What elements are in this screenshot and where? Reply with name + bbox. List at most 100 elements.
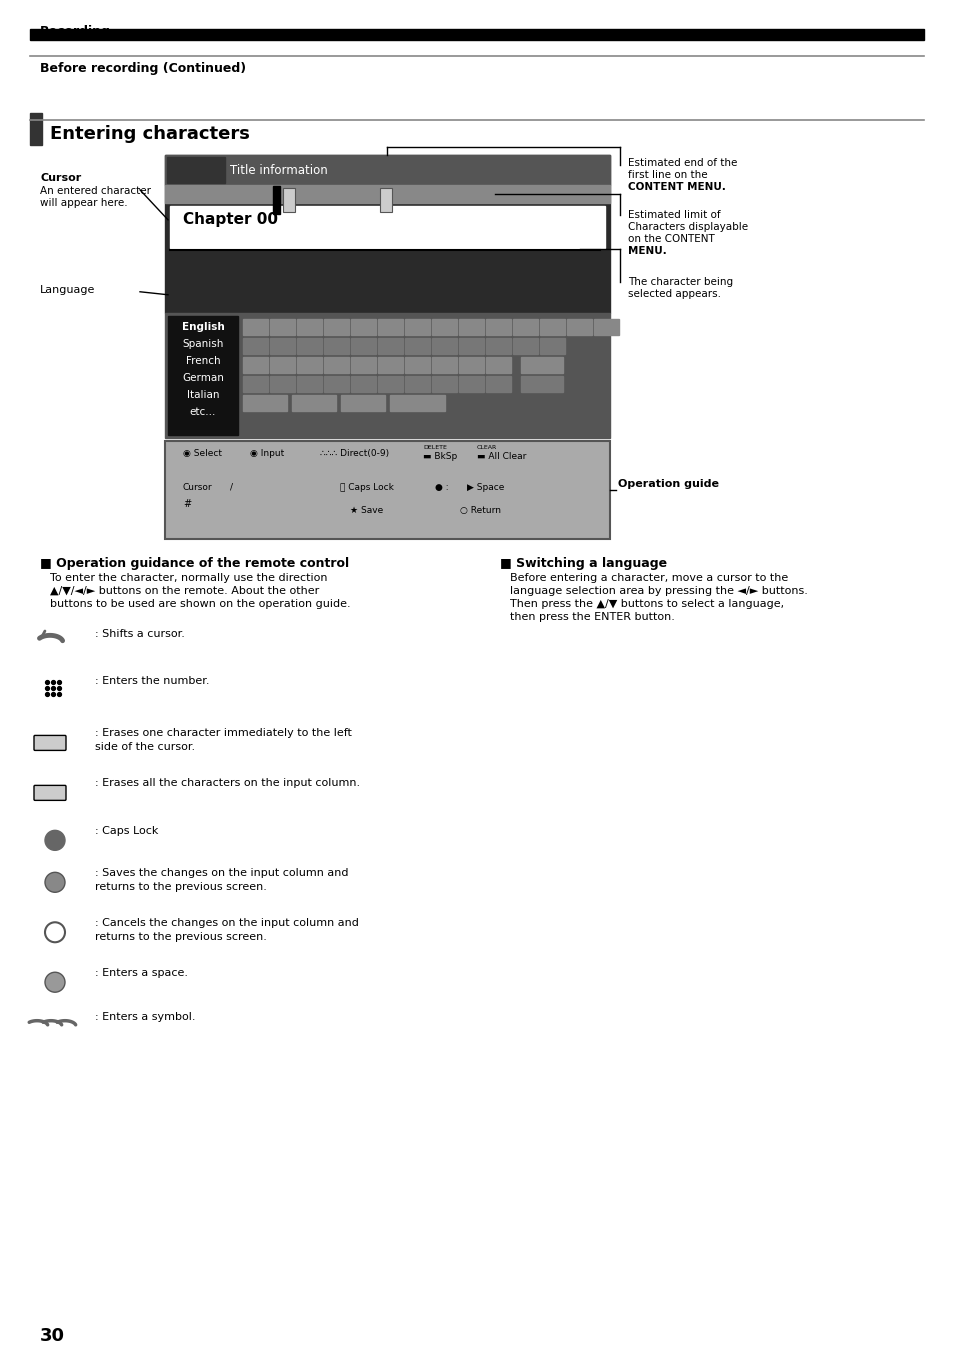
Bar <box>513 319 537 335</box>
Text: ⏸ Caps Lock: ⏸ Caps Lock <box>339 482 394 491</box>
Circle shape <box>45 872 65 892</box>
Text: Title information: Title information <box>230 163 328 177</box>
Text: : Saves the changes on the input column and: : Saves the changes on the input column … <box>95 868 348 879</box>
Text: -: - <box>523 321 526 329</box>
Text: DELETE: DELETE <box>38 738 62 744</box>
Bar <box>432 338 456 354</box>
Circle shape <box>45 830 65 850</box>
Bar <box>324 319 349 335</box>
Text: o: o <box>468 340 473 348</box>
Text: :: : <box>497 359 498 367</box>
Text: x: x <box>279 378 284 386</box>
Bar <box>539 319 564 335</box>
Bar <box>165 155 609 185</box>
Text: Operation guide: Operation guide <box>618 479 719 489</box>
Bar <box>292 394 335 410</box>
Text: \: \ <box>577 321 579 329</box>
Text: u: u <box>414 340 419 348</box>
Bar <box>458 375 483 391</box>
Bar <box>167 157 225 182</box>
Text: i: i <box>442 340 445 348</box>
Bar <box>296 319 322 335</box>
Bar <box>594 319 618 335</box>
Bar <box>485 375 511 391</box>
Text: ▶ Space: ▶ Space <box>467 482 504 491</box>
Text: /: / <box>497 378 499 386</box>
Text: CLEAR: CLEAR <box>40 788 60 794</box>
Bar <box>283 188 294 212</box>
Circle shape <box>45 922 65 942</box>
Text: v: v <box>334 378 338 386</box>
Bar <box>377 319 402 335</box>
Text: ○ Return: ○ Return <box>459 506 500 514</box>
FancyBboxPatch shape <box>34 736 66 751</box>
Bar <box>30 113 42 144</box>
Text: ● :: ● : <box>435 482 448 491</box>
Bar <box>168 316 237 435</box>
Bar <box>458 319 483 335</box>
Text: 2: 2 <box>279 321 284 329</box>
Text: French: French <box>186 355 220 366</box>
Text: : Caps Lock: : Caps Lock <box>95 826 158 837</box>
Text: will appear here.: will appear here. <box>40 198 128 208</box>
Text: t: t <box>361 340 364 348</box>
Text: 30: 30 <box>40 1327 65 1345</box>
Circle shape <box>45 972 65 992</box>
Text: Cursor: Cursor <box>40 173 81 182</box>
Bar <box>405 319 430 335</box>
Bar <box>30 28 923 40</box>
Bar <box>520 356 562 373</box>
Bar <box>458 356 483 373</box>
Text: ★: ★ <box>51 879 59 888</box>
Text: An entered character: An entered character <box>40 186 151 196</box>
Text: CLEAR: CLEAR <box>476 444 497 450</box>
Bar <box>324 375 349 391</box>
Text: 9: 9 <box>468 321 473 329</box>
Text: then press the ENTER button.: then press the ENTER button. <box>510 612 674 621</box>
Bar <box>566 319 592 335</box>
Text: Before recording (Continued): Before recording (Continued) <box>40 62 246 76</box>
Text: English: English <box>181 321 224 332</box>
Bar <box>270 356 294 373</box>
Text: Delete: Delete <box>528 378 556 386</box>
Text: buttons to be used are shown on the operation guide.: buttons to be used are shown on the oper… <box>50 598 351 609</box>
Bar <box>270 319 294 335</box>
Bar <box>243 319 268 335</box>
Text: BkSp: BkSp <box>531 359 552 367</box>
Bar <box>513 338 537 354</box>
Text: CONTENT: CONTENT <box>170 157 211 166</box>
Text: : Shifts a cursor.: : Shifts a cursor. <box>95 629 185 639</box>
Bar <box>165 185 609 202</box>
Text: returns to the previous screen.: returns to the previous screen. <box>95 883 267 892</box>
Text: k: k <box>441 359 446 367</box>
Text: g: g <box>360 359 365 367</box>
Text: ★ Save: ★ Save <box>350 506 383 514</box>
Text: Space: Space <box>252 397 277 406</box>
Text: ∴∴∴ Direct(0-9): ∴∴∴ Direct(0-9) <box>319 448 389 458</box>
Bar <box>165 440 609 539</box>
Bar <box>405 356 430 373</box>
Text: ■ Switching a language: ■ Switching a language <box>499 556 666 570</box>
Text: MENU.: MENU. <box>627 246 666 255</box>
Bar <box>351 356 375 373</box>
Text: Italian: Italian <box>187 390 219 400</box>
Bar <box>243 394 287 410</box>
Bar <box>270 338 294 354</box>
Text: ▬ BkSp: ▬ BkSp <box>422 452 456 460</box>
Text: a: a <box>253 359 257 367</box>
Text: [: [ <box>523 340 526 348</box>
Text: p: p <box>495 340 500 348</box>
Text: : Erases one character immediately to the left: : Erases one character immediately to th… <box>95 729 352 738</box>
Text: German: German <box>182 373 224 382</box>
Text: Clear All: Clear All <box>399 397 435 406</box>
Bar <box>485 319 511 335</box>
Text: Language: Language <box>40 285 95 294</box>
Bar <box>165 313 609 437</box>
Bar <box>405 375 430 391</box>
Text: Estimated limit of: Estimated limit of <box>627 209 720 220</box>
Text: Entering characters: Entering characters <box>50 126 250 143</box>
Bar <box>351 319 375 335</box>
Bar <box>485 356 511 373</box>
Bar <box>432 319 456 335</box>
Text: The character being: The character being <box>627 277 732 286</box>
